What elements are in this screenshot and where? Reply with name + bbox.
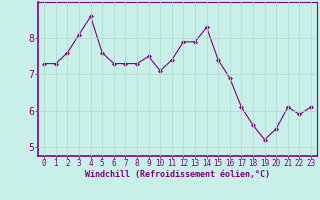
X-axis label: Windchill (Refroidissement éolien,°C): Windchill (Refroidissement éolien,°C) (85, 170, 270, 179)
